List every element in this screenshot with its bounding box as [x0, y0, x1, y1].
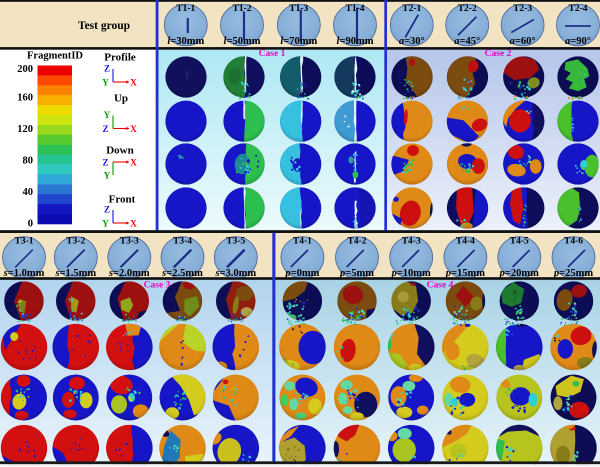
svg-text:T3-4: T3-4 [173, 237, 192, 247]
svg-text:0: 0 [28, 219, 33, 230]
svg-text:Case 2: Case 2 [485, 49, 512, 59]
svg-text:Y: Y [104, 110, 111, 120]
svg-text:T4-3: T4-3 [402, 237, 421, 247]
svg-text:Up: Up [114, 93, 128, 105]
svg-text:T2-3: T2-3 [513, 4, 532, 14]
svg-text:Case 4: Case 4 [427, 281, 454, 291]
svg-text:s=2.5mm: s=2.5mm [161, 268, 203, 279]
svg-text:s=1.0mm: s=1.0mm [3, 268, 45, 279]
svg-text:Test group: Test group [78, 20, 130, 32]
svg-text:T1-4: T1-4 [346, 4, 365, 14]
svg-text:Z: Z [102, 124, 108, 134]
svg-text:Z: Z [104, 205, 110, 215]
svg-text:s=2.0mm: s=2.0mm [108, 268, 150, 279]
svg-text:T4-2: T4-2 [348, 237, 367, 247]
svg-text:Y: Y [102, 219, 109, 229]
svg-text:T1-2: T1-2 [233, 4, 252, 14]
svg-text:s=1.5mm: s=1.5mm [54, 268, 96, 279]
svg-text:p=0mm: p=0mm [284, 268, 319, 279]
svg-text:T4-6: T4-6 [564, 237, 583, 247]
svg-text:40: 40 [23, 187, 34, 198]
svg-text:160: 160 [17, 93, 33, 104]
svg-text:p=25mm: p=25mm [553, 268, 593, 279]
svg-text:X: X [130, 124, 137, 134]
svg-text:T4-4: T4-4 [456, 237, 475, 247]
svg-text:T4-5: T4-5 [510, 237, 529, 247]
svg-text:Y: Y [104, 171, 111, 181]
svg-text:Z: Z [104, 64, 110, 74]
svg-text:a=45°: a=45° [454, 36, 480, 47]
svg-text:X: X [130, 219, 137, 229]
svg-text:Profile: Profile [104, 52, 136, 64]
svg-text:T3-2: T3-2 [66, 237, 85, 247]
svg-text:80: 80 [23, 156, 34, 167]
svg-text:T2-4: T2-4 [569, 4, 588, 14]
svg-text:T3-5: T3-5 [226, 237, 245, 247]
svg-text:T2-1: T2-1 [402, 4, 421, 14]
svg-text:T1-1: T1-1 [176, 4, 195, 14]
svg-text:T3-3: T3-3 [120, 237, 139, 247]
svg-text:l=70mm: l=70mm [280, 36, 317, 47]
svg-text:T2-2: T2-2 [458, 4, 477, 14]
svg-text:Case 1: Case 1 [259, 49, 286, 59]
svg-text:l=30mm: l=30mm [167, 36, 204, 47]
svg-text:l=90mm: l=90mm [337, 36, 374, 47]
svg-text:p=20mm: p=20mm [499, 268, 539, 279]
svg-text:Front: Front [109, 194, 136, 206]
svg-text:p=10mm: p=10mm [391, 268, 431, 279]
svg-text:X: X [130, 78, 137, 88]
svg-text:Y: Y [102, 78, 109, 88]
svg-text:Z: Z [102, 158, 108, 168]
svg-text:T4-1: T4-1 [293, 237, 312, 247]
svg-text:T1-3: T1-3 [289, 4, 308, 14]
svg-text:120: 120 [17, 124, 33, 135]
svg-text:FragmentID: FragmentID [27, 51, 83, 62]
svg-text:s=3.0mm: s=3.0mm [214, 268, 256, 279]
svg-text:Down: Down [106, 145, 134, 157]
svg-text:Case 3: Case 3 [144, 281, 171, 291]
svg-text:a=90°: a=90° [565, 36, 591, 47]
svg-text:200: 200 [17, 64, 33, 75]
svg-text:p=5mm: p=5mm [339, 268, 374, 279]
svg-text:l=50mm: l=50mm [224, 36, 261, 47]
svg-text:a=60°: a=60° [510, 36, 536, 47]
svg-text:X: X [130, 158, 137, 168]
svg-text:T3-1: T3-1 [15, 237, 34, 247]
svg-text:p=15mm: p=15mm [445, 268, 485, 279]
svg-text:a=30°: a=30° [399, 36, 425, 47]
